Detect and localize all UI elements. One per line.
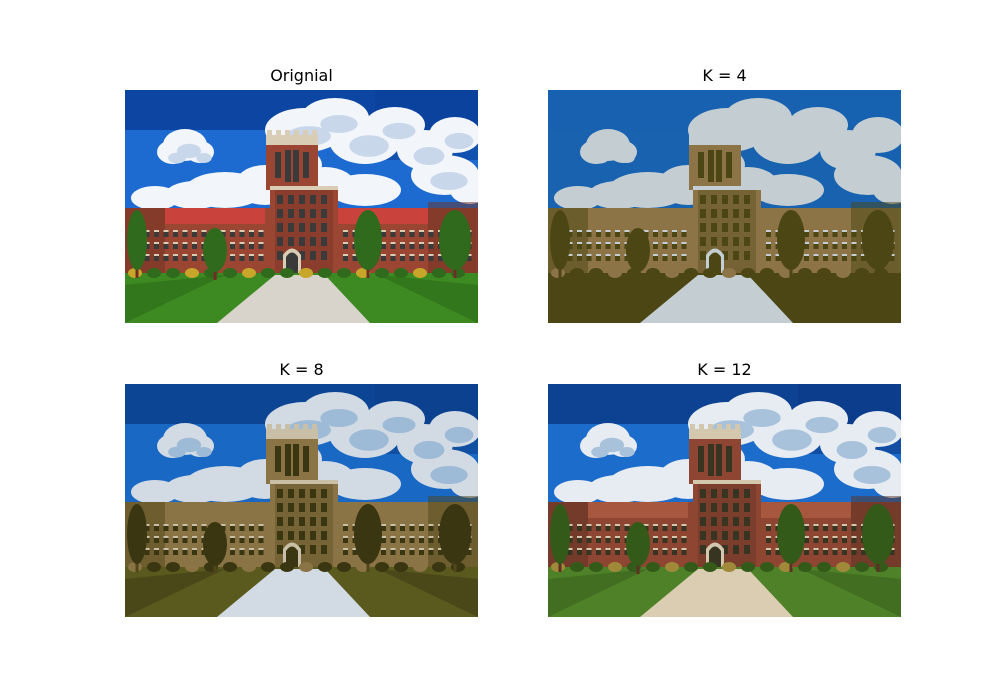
building-photo-quantized — [548, 384, 901, 617]
panel-title: Orignial — [270, 66, 333, 85]
scene-graphic — [548, 90, 901, 323]
building-photo-quantized — [548, 90, 901, 323]
scene-graphic — [125, 90, 478, 323]
scene-graphic — [548, 384, 901, 617]
panel-title: K = 8 — [279, 360, 324, 379]
building-photo — [125, 90, 478, 323]
panel-title: K = 4 — [702, 66, 747, 85]
scene-graphic — [125, 384, 478, 617]
panel-title: K = 12 — [697, 360, 752, 379]
building-photo-quantized — [125, 384, 478, 617]
